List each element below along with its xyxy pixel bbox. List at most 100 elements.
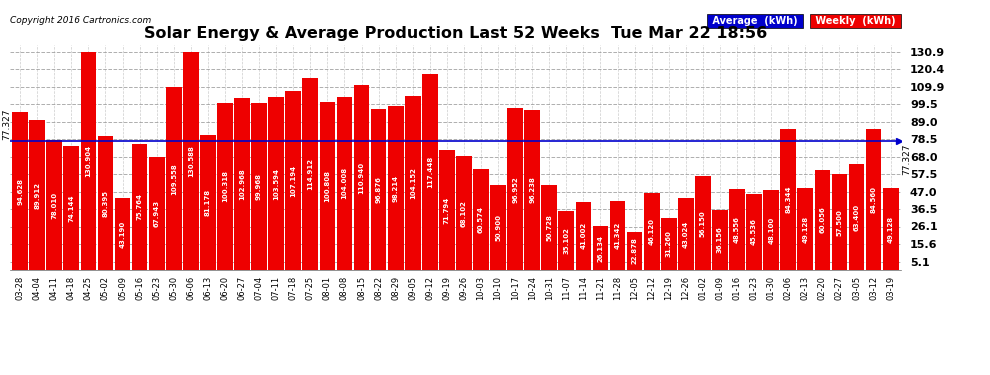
Text: 96.876: 96.876	[375, 176, 381, 203]
Text: 77.327: 77.327	[2, 109, 11, 140]
Bar	[98, 136, 113, 270]
Bar	[353, 85, 369, 270]
Bar	[337, 97, 352, 270]
Text: 130.904: 130.904	[85, 145, 91, 177]
Bar	[763, 190, 779, 270]
Text: 60.056: 60.056	[820, 207, 826, 233]
Text: Weekly  (kWh): Weekly (kWh)	[812, 16, 899, 26]
Text: 89.912: 89.912	[35, 182, 41, 209]
Text: 109.558: 109.558	[170, 163, 177, 195]
Text: 104.152: 104.152	[410, 167, 416, 199]
Bar	[439, 150, 454, 270]
Bar	[848, 164, 864, 270]
Bar	[405, 96, 421, 270]
Text: 67.943: 67.943	[153, 200, 159, 227]
Text: 84.344: 84.344	[785, 186, 791, 213]
Text: 75.764: 75.764	[137, 194, 143, 220]
Text: 63.400: 63.400	[853, 204, 859, 231]
Text: 110.940: 110.940	[358, 162, 364, 194]
Bar	[883, 188, 899, 270]
Bar	[285, 92, 301, 270]
Bar	[303, 78, 318, 270]
Bar	[593, 226, 608, 270]
Bar	[695, 176, 711, 270]
Bar	[200, 135, 216, 270]
Text: 98.214: 98.214	[393, 175, 399, 202]
Bar	[627, 232, 643, 270]
Bar	[865, 129, 881, 270]
Text: 46.120: 46.120	[648, 218, 654, 245]
Text: 100.318: 100.318	[222, 170, 228, 202]
Bar	[320, 102, 336, 270]
Bar	[388, 106, 404, 270]
Text: 56.150: 56.150	[700, 210, 706, 237]
Text: Average  (kWh): Average (kWh)	[709, 16, 801, 26]
Text: 43.190: 43.190	[120, 220, 126, 248]
Bar	[115, 198, 131, 270]
Text: 102.968: 102.968	[239, 168, 246, 200]
Bar	[132, 144, 148, 270]
Text: 74.144: 74.144	[68, 195, 74, 222]
Text: 80.395: 80.395	[103, 189, 109, 216]
Text: 41.342: 41.342	[615, 222, 621, 249]
Text: 77.327: 77.327	[903, 144, 912, 175]
Bar	[370, 108, 386, 270]
Bar	[63, 146, 79, 270]
Bar	[80, 52, 96, 270]
Bar	[661, 218, 676, 270]
Bar	[780, 129, 796, 270]
Text: 26.134: 26.134	[598, 235, 604, 262]
Text: Copyright 2016 Cartronics.com: Copyright 2016 Cartronics.com	[10, 16, 151, 25]
Text: 100.808: 100.808	[325, 170, 331, 202]
Bar	[268, 98, 284, 270]
Bar	[251, 104, 267, 270]
Title: Solar Energy & Average Production Last 52 Weeks  Tue Mar 22 18:56: Solar Energy & Average Production Last 5…	[144, 26, 767, 41]
Bar	[47, 140, 62, 270]
Text: 43.024: 43.024	[683, 220, 689, 248]
Bar	[12, 112, 28, 270]
Bar	[815, 170, 831, 270]
Text: 22.878: 22.878	[632, 237, 638, 264]
Bar	[575, 202, 591, 270]
Bar	[525, 110, 541, 270]
Text: 81.178: 81.178	[205, 189, 211, 216]
Bar	[473, 169, 489, 270]
Text: 96.238: 96.238	[530, 176, 536, 203]
Bar	[678, 198, 694, 270]
Bar	[542, 186, 557, 270]
Text: 35.102: 35.102	[563, 227, 569, 254]
Text: 78.010: 78.010	[51, 191, 57, 219]
Text: 48.100: 48.100	[768, 216, 774, 243]
Text: 48.556: 48.556	[734, 216, 741, 243]
Bar	[730, 189, 744, 270]
Text: 31.260: 31.260	[665, 231, 672, 257]
Text: 84.560: 84.560	[870, 186, 876, 213]
Bar	[490, 185, 506, 270]
Bar	[148, 157, 164, 270]
Text: 130.588: 130.588	[188, 145, 194, 177]
Bar	[235, 98, 249, 270]
Bar	[30, 120, 46, 270]
Text: 114.912: 114.912	[307, 158, 313, 190]
Text: 36.156: 36.156	[717, 226, 723, 253]
Bar	[746, 194, 762, 270]
Text: 99.968: 99.968	[256, 173, 262, 200]
Bar	[183, 53, 199, 270]
Text: 49.128: 49.128	[802, 216, 808, 243]
Text: 50.728: 50.728	[546, 214, 552, 241]
Bar	[507, 108, 523, 270]
Bar	[456, 156, 472, 270]
Text: 68.102: 68.102	[461, 200, 467, 226]
Bar	[166, 87, 181, 270]
Bar	[712, 210, 728, 270]
Text: 45.536: 45.536	[751, 219, 757, 246]
Bar	[610, 201, 626, 270]
Bar	[798, 188, 813, 270]
Text: 107.194: 107.194	[290, 165, 296, 197]
Text: 57.500: 57.500	[837, 209, 842, 236]
Bar	[558, 211, 574, 270]
Bar	[217, 103, 233, 270]
Text: 104.008: 104.008	[342, 167, 347, 200]
Text: 96.952: 96.952	[512, 176, 518, 203]
Text: 60.574: 60.574	[478, 206, 484, 233]
